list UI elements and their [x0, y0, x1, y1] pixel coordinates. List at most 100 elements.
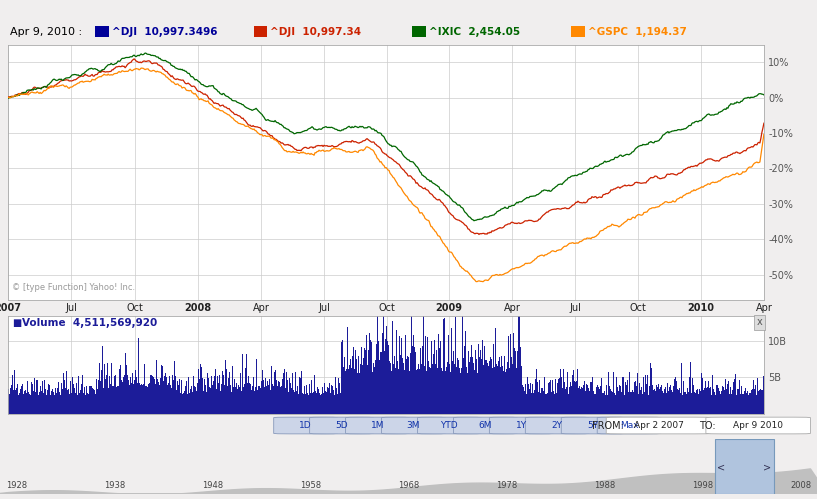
- Bar: [16, 384, 18, 414]
- Bar: [275, 380, 277, 414]
- Bar: [673, 386, 674, 414]
- Bar: [14, 370, 15, 414]
- Bar: [615, 395, 617, 414]
- Bar: [417, 364, 418, 414]
- Bar: [340, 393, 341, 414]
- Bar: [243, 384, 244, 414]
- Bar: [37, 380, 38, 414]
- Bar: [645, 375, 646, 414]
- Bar: [553, 391, 555, 414]
- Bar: [432, 354, 434, 414]
- Bar: [403, 363, 404, 414]
- Bar: [234, 387, 235, 414]
- Bar: [693, 378, 694, 414]
- Text: 3M: 3M: [407, 421, 420, 430]
- Bar: [103, 388, 104, 414]
- Bar: [510, 368, 511, 414]
- Bar: [279, 387, 280, 414]
- Bar: [619, 385, 620, 414]
- Bar: [740, 394, 741, 414]
- Bar: [480, 350, 481, 414]
- Bar: [504, 356, 506, 414]
- Bar: [266, 381, 268, 414]
- Bar: [180, 393, 181, 414]
- Bar: [401, 358, 403, 414]
- Bar: [10, 388, 11, 414]
- Bar: [36, 380, 37, 414]
- Bar: [493, 344, 494, 414]
- Bar: [260, 388, 261, 414]
- Bar: [45, 389, 46, 414]
- Bar: [419, 348, 421, 414]
- Bar: [750, 393, 752, 414]
- Bar: [239, 373, 240, 414]
- Bar: [211, 376, 212, 414]
- Bar: [228, 378, 229, 414]
- Bar: [520, 347, 521, 414]
- Bar: [521, 366, 523, 414]
- Text: Oct: Oct: [127, 303, 144, 313]
- Bar: [583, 385, 584, 414]
- Bar: [163, 376, 164, 414]
- Bar: [759, 390, 761, 414]
- Bar: [434, 340, 435, 414]
- Bar: [570, 382, 571, 414]
- Text: Apr: Apr: [503, 303, 520, 313]
- Bar: [703, 390, 704, 414]
- Bar: [374, 360, 376, 414]
- Bar: [732, 390, 734, 414]
- Bar: [336, 388, 337, 414]
- Bar: [126, 365, 127, 414]
- Bar: [202, 378, 203, 414]
- Bar: [318, 390, 319, 414]
- Bar: [162, 366, 163, 414]
- Bar: [144, 364, 145, 414]
- FancyBboxPatch shape: [561, 417, 625, 434]
- Bar: [762, 390, 763, 414]
- Bar: [265, 378, 266, 414]
- Bar: [297, 394, 298, 414]
- Bar: [543, 391, 544, 414]
- Bar: [622, 392, 623, 414]
- Bar: [647, 375, 649, 414]
- Bar: [689, 392, 690, 414]
- Bar: [609, 386, 610, 414]
- Bar: [467, 351, 468, 414]
- Bar: [354, 369, 355, 414]
- Bar: [552, 380, 553, 414]
- Bar: [107, 363, 108, 414]
- Bar: [414, 352, 416, 414]
- Bar: [274, 372, 275, 414]
- Bar: [682, 395, 684, 414]
- Bar: [717, 385, 718, 414]
- Bar: [385, 339, 386, 414]
- Bar: [490, 357, 492, 414]
- Bar: [33, 378, 34, 414]
- Bar: [752, 389, 753, 414]
- Text: 1988: 1988: [594, 481, 615, 490]
- Bar: [613, 392, 614, 414]
- Bar: [516, 368, 517, 414]
- Bar: [702, 373, 703, 414]
- Bar: [69, 381, 70, 414]
- Bar: [395, 330, 396, 414]
- Bar: [154, 384, 155, 414]
- Text: 1938: 1938: [104, 481, 125, 490]
- Bar: [173, 361, 175, 414]
- Bar: [458, 368, 459, 414]
- Bar: [410, 316, 412, 414]
- Text: ■: ■: [12, 318, 21, 328]
- Bar: [739, 380, 740, 414]
- Bar: [744, 391, 745, 414]
- Text: © [type Function] Yahoo! Inc.: © [type Function] Yahoo! Inc.: [12, 283, 135, 292]
- Bar: [606, 385, 608, 414]
- Bar: [632, 390, 633, 414]
- Bar: [192, 392, 193, 414]
- Bar: [672, 392, 673, 414]
- Bar: [315, 393, 316, 414]
- Bar: [309, 384, 310, 414]
- Bar: [188, 377, 189, 414]
- Bar: [159, 378, 161, 414]
- Bar: [79, 390, 81, 414]
- Text: 2008: 2008: [185, 303, 212, 313]
